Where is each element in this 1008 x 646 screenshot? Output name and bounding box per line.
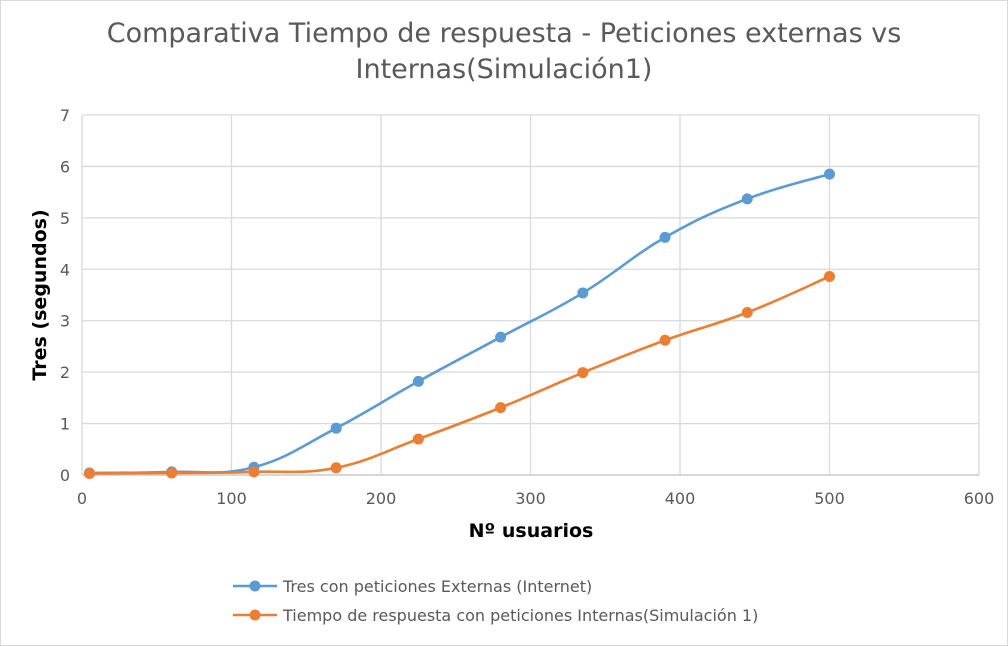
y-tick-label: 5 xyxy=(60,209,70,228)
data-point xyxy=(824,270,835,282)
data-point xyxy=(577,367,589,379)
x-tick-label: 0 xyxy=(77,489,87,508)
chart-title: Comparativa Tiempo de respuesta - Petici… xyxy=(0,16,1008,88)
data-point xyxy=(577,287,589,299)
data-point xyxy=(248,466,260,478)
legend-marker xyxy=(249,609,261,621)
x-tick-label: 200 xyxy=(366,489,397,508)
data-point xyxy=(741,193,753,205)
data-point xyxy=(659,334,671,346)
chart-title-line-1: Comparativa Tiempo de respuesta - Petici… xyxy=(106,18,902,49)
x-tick-label: 100 xyxy=(216,489,247,508)
data-point xyxy=(83,467,95,479)
y-tick-label: 7 xyxy=(60,106,70,125)
data-point xyxy=(412,433,424,445)
series-group xyxy=(83,168,835,479)
y-tick-label: 6 xyxy=(60,157,70,176)
y-axis-ticks: 0 1 2 3 4 5 6 7 xyxy=(60,106,70,485)
legend-marker xyxy=(249,580,261,592)
data-point xyxy=(495,331,507,343)
data-point xyxy=(495,402,507,414)
x-tick-label: 400 xyxy=(665,489,696,508)
chart-title-line-2: Internas(Simulación1) xyxy=(355,54,653,85)
data-point xyxy=(741,306,753,318)
y-tick-label: 0 xyxy=(60,466,70,485)
data-point xyxy=(330,462,342,474)
data-point xyxy=(659,231,671,243)
y-axis-label: Tres (segundos) xyxy=(29,209,51,380)
data-point xyxy=(824,168,835,180)
data-point xyxy=(330,422,342,434)
y-tick-label: 3 xyxy=(60,312,70,331)
data-point xyxy=(412,375,424,387)
y-tick-label: 2 xyxy=(60,363,70,382)
series-line xyxy=(88,275,831,475)
series-1 xyxy=(83,168,835,479)
x-tick-label: 500 xyxy=(814,489,845,508)
grid xyxy=(81,114,980,476)
x-axis-label: Nº usuarios xyxy=(469,520,594,542)
x-tick-label: 300 xyxy=(515,489,546,508)
y-tick-label: 4 xyxy=(60,260,70,279)
legend-label: Tres con peticiones Externas (Internet) xyxy=(282,577,592,596)
y-tick-label: 1 xyxy=(60,415,70,434)
series-2 xyxy=(83,270,835,479)
x-tick-label: 600 xyxy=(964,489,995,508)
data-point xyxy=(166,467,178,479)
x-axis-ticks: 0 100 200 300 400 500 600 xyxy=(77,489,994,508)
legend: Tres con peticiones Externas (Internet) T… xyxy=(233,577,758,625)
legend-label: Tiempo de respuesta con peticiones Inter… xyxy=(282,606,758,625)
